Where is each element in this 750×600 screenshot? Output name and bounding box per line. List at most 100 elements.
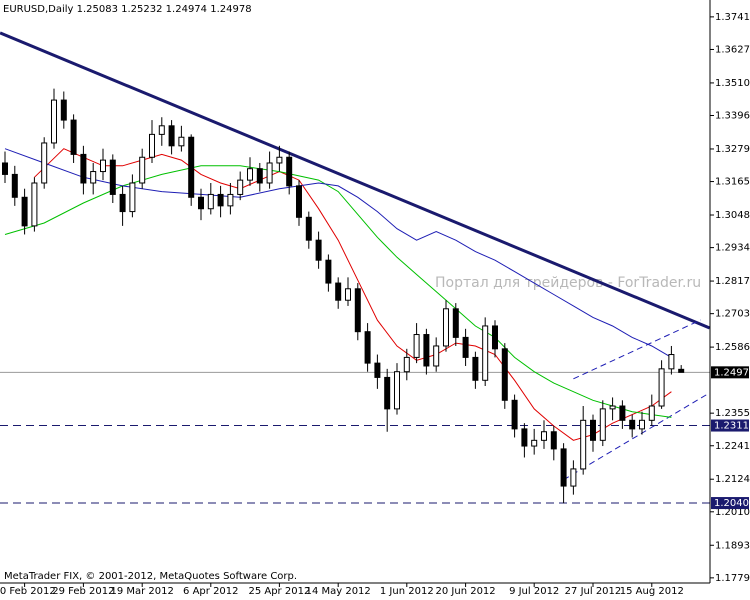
candle-body [188, 136, 195, 198]
price-box-label: 1.20406 [714, 498, 750, 509]
y-tick-label: 1.29340 [715, 243, 750, 254]
candle-body [217, 193, 224, 207]
y-tick-label: 1.28170 [715, 276, 750, 287]
trend-line [573, 319, 701, 380]
candle-body [491, 325, 498, 350]
price-box-label: 1.23117 [714, 421, 750, 432]
x-tick-label: 6 Apr 2012 [183, 586, 238, 597]
chart-title: EURUSD,Daily 1.25083 1.25232 1.24974 1.2… [3, 4, 252, 15]
candle-body [433, 345, 440, 367]
candle-body [11, 173, 18, 198]
candle-body [413, 334, 420, 358]
candle-body [560, 448, 567, 487]
candle-body [482, 325, 489, 381]
candle-body [589, 419, 596, 441]
x-tick-label: 20 Jun 2012 [436, 586, 496, 597]
y-tick-label: 1.32790 [715, 144, 750, 155]
x-tick-label: 9 Jul 2012 [509, 586, 559, 597]
candle-body [119, 193, 126, 213]
candle-body [276, 156, 283, 164]
candle-body [629, 419, 636, 430]
candle-body [462, 336, 469, 358]
candle-body [364, 331, 371, 364]
candle-body [139, 156, 146, 184]
candle-body [609, 405, 616, 410]
price-box [711, 419, 749, 432]
candle-body [21, 196, 28, 227]
y-tick-label: 1.18930 [715, 540, 750, 551]
candle-body [305, 216, 312, 241]
candle-body [41, 142, 48, 184]
candle-body [129, 182, 136, 213]
candle-body [442, 308, 449, 347]
candle-body [50, 99, 57, 144]
candle-body [678, 368, 685, 373]
x-tick-label: 29 Feb 2012 [52, 586, 114, 597]
candle-body [570, 468, 577, 487]
y-tick-label: 1.35100 [715, 78, 750, 89]
price-box-label: 1.24978 [714, 367, 750, 378]
candle-body [286, 156, 293, 187]
y-tick-label: 1.31650 [715, 177, 750, 188]
candle-body [354, 288, 361, 333]
x-tick-label: 1 Jun 2012 [380, 586, 434, 597]
candle-body [501, 348, 508, 401]
candle-body [80, 153, 87, 184]
trend-line [0, 31, 710, 330]
indicator-line [34, 148, 672, 441]
y-tick-label: 1.30480 [715, 210, 750, 221]
indicator-line [4, 148, 672, 358]
candle-body [70, 119, 77, 155]
candle-body [335, 282, 342, 301]
candle-body [580, 419, 587, 470]
candle-body [521, 428, 528, 447]
candle-body [178, 136, 185, 147]
candle-body [295, 185, 302, 218]
candle-body [197, 196, 204, 210]
y-tick-label: 1.20100 [715, 507, 750, 518]
candle-body [511, 399, 518, 430]
candle-body [227, 193, 234, 207]
candle-body [638, 419, 645, 430]
y-tick-label: 1.33960 [715, 111, 750, 122]
x-tick-label: 10 Feb 2012 [0, 586, 56, 597]
y-tick-label: 1.22410 [715, 441, 750, 452]
y-tick-label: 1.36270 [715, 44, 750, 55]
candle-body [158, 125, 165, 135]
x-tick-label: 25 Apr 2012 [248, 586, 310, 597]
plot-area: Портал для трейдеров - ForTrader.ru [0, 31, 710, 504]
candle-body [207, 193, 214, 210]
candle-body [393, 371, 400, 410]
candle-body [237, 179, 244, 195]
candle-body [374, 362, 381, 378]
y-tick-label: 1.27030 [715, 309, 750, 320]
candle-body [266, 162, 273, 184]
footer: MetaTrader FIX, © 2001-2012, MetaQuotes … [4, 571, 297, 582]
candle-body [658, 368, 665, 407]
candle-body [472, 356, 479, 381]
candle-body [384, 376, 391, 410]
price-box [711, 497, 749, 510]
candle-body [599, 408, 606, 441]
indicator-line [4, 165, 672, 418]
candle-body [403, 356, 410, 373]
candle-body [90, 171, 97, 184]
candle-body [99, 159, 106, 173]
y-tick-label: 1.23550 [715, 408, 750, 419]
y-tick-label: 1.21240 [715, 474, 750, 485]
candle-body [246, 168, 253, 181]
candle-body [325, 259, 332, 284]
candle-body [31, 182, 38, 227]
candle-body [668, 354, 675, 370]
candle-body [648, 405, 655, 421]
y-tick-label: 1.37410 [715, 12, 750, 23]
candle-body [423, 334, 430, 367]
x-tick-label: 15 Aug 2012 [620, 586, 684, 597]
candle-body [531, 439, 538, 447]
candle-body [1, 162, 8, 175]
x-tick-label: 27 Jul 2012 [565, 586, 622, 597]
